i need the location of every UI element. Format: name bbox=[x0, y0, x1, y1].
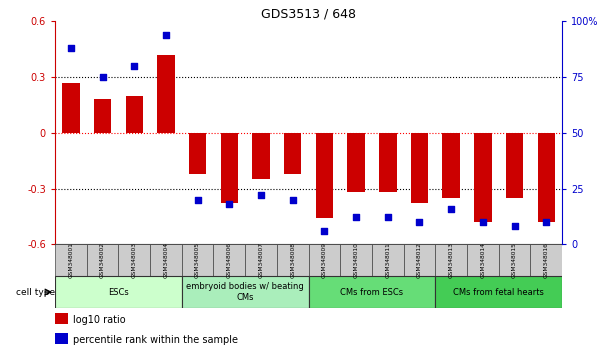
Point bbox=[510, 224, 519, 229]
Bar bbox=[245, 244, 277, 276]
Bar bbox=[252, 133, 269, 179]
Text: GSM348005: GSM348005 bbox=[195, 242, 200, 278]
Point bbox=[351, 215, 361, 220]
Title: GDS3513 / 648: GDS3513 / 648 bbox=[261, 7, 356, 20]
Text: GSM348011: GSM348011 bbox=[386, 242, 390, 278]
Point bbox=[98, 74, 108, 80]
Bar bbox=[467, 244, 499, 276]
Text: GSM348010: GSM348010 bbox=[354, 242, 359, 278]
Point bbox=[192, 197, 202, 202]
Bar bbox=[55, 313, 68, 324]
Point bbox=[224, 201, 234, 207]
Bar bbox=[87, 244, 119, 276]
Point bbox=[161, 32, 171, 38]
Text: embryoid bodies w/ beating
CMs: embryoid bodies w/ beating CMs bbox=[186, 282, 304, 302]
Bar bbox=[284, 133, 301, 174]
Point bbox=[478, 219, 488, 225]
Text: GSM348006: GSM348006 bbox=[227, 242, 232, 278]
Text: GSM348009: GSM348009 bbox=[322, 242, 327, 278]
Bar bbox=[55, 244, 87, 276]
Bar bbox=[379, 133, 397, 192]
Bar bbox=[538, 133, 555, 222]
Bar bbox=[94, 99, 111, 133]
Text: cell type: cell type bbox=[16, 287, 55, 297]
Bar bbox=[474, 133, 492, 222]
Point bbox=[446, 206, 456, 211]
Text: GSM348014: GSM348014 bbox=[480, 242, 485, 278]
Text: GSM348007: GSM348007 bbox=[258, 242, 263, 278]
Text: CMs from fetal hearts: CMs from fetal hearts bbox=[453, 287, 544, 297]
Point bbox=[66, 45, 76, 51]
Text: GSM348016: GSM348016 bbox=[544, 242, 549, 278]
Bar bbox=[55, 333, 68, 344]
Point bbox=[320, 228, 329, 234]
Bar bbox=[442, 133, 460, 198]
Text: GSM348002: GSM348002 bbox=[100, 242, 105, 278]
Text: GSM348012: GSM348012 bbox=[417, 242, 422, 278]
Text: GSM348004: GSM348004 bbox=[163, 242, 169, 278]
Point bbox=[288, 197, 298, 202]
Point bbox=[415, 219, 425, 225]
Text: GSM348003: GSM348003 bbox=[132, 242, 137, 278]
Text: CMs from ESCs: CMs from ESCs bbox=[340, 287, 403, 297]
Bar bbox=[435, 244, 467, 276]
Bar bbox=[150, 244, 182, 276]
Bar bbox=[55, 276, 182, 308]
Bar bbox=[157, 55, 175, 133]
Point bbox=[541, 219, 551, 225]
Bar bbox=[499, 244, 530, 276]
Bar bbox=[189, 133, 207, 174]
Point bbox=[383, 215, 393, 220]
Text: GSM348013: GSM348013 bbox=[448, 242, 454, 278]
Bar bbox=[404, 244, 435, 276]
Text: GSM348008: GSM348008 bbox=[290, 242, 295, 278]
Bar bbox=[316, 133, 333, 218]
Bar bbox=[309, 244, 340, 276]
Text: ESCs: ESCs bbox=[108, 287, 129, 297]
Text: GSM348001: GSM348001 bbox=[68, 242, 73, 278]
Bar bbox=[435, 276, 562, 308]
Bar bbox=[182, 276, 309, 308]
Bar bbox=[340, 244, 372, 276]
Bar bbox=[348, 133, 365, 192]
Bar bbox=[506, 133, 523, 198]
Bar bbox=[62, 82, 79, 133]
Text: percentile rank within the sample: percentile rank within the sample bbox=[73, 335, 238, 345]
Bar bbox=[221, 133, 238, 203]
Text: GSM348015: GSM348015 bbox=[512, 242, 517, 278]
Text: log10 ratio: log10 ratio bbox=[73, 315, 125, 325]
Bar bbox=[411, 133, 428, 203]
Bar bbox=[309, 276, 435, 308]
Point bbox=[130, 63, 139, 69]
Bar bbox=[182, 244, 213, 276]
Bar bbox=[277, 244, 309, 276]
Bar bbox=[530, 244, 562, 276]
Bar bbox=[125, 96, 143, 133]
Bar bbox=[213, 244, 245, 276]
Bar bbox=[372, 244, 404, 276]
Bar bbox=[119, 244, 150, 276]
Point bbox=[256, 192, 266, 198]
